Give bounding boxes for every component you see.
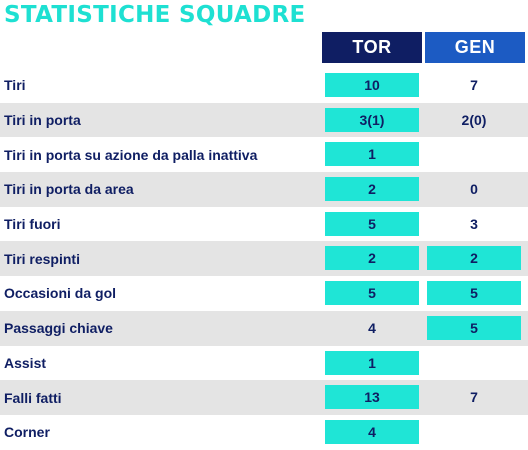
stat-value-tor: 3(1) [325, 107, 419, 132]
table-row: Tiri respinti 2 2 [0, 241, 528, 277]
stat-value-tor: 5 [325, 211, 419, 236]
stat-value-gen: 7 [470, 389, 478, 406]
stat-value-tor: 4 [368, 319, 376, 336]
stat-value-gen: 5 [427, 315, 521, 340]
table-row: Tiri 10 7 [0, 68, 528, 103]
stat-label: Tiri respinti [4, 250, 80, 267]
stat-value-tor: 13 [325, 385, 419, 410]
stat-value-tor: 2 [325, 177, 419, 202]
stat-value-gen: 2 [427, 246, 521, 271]
stat-label: Tiri fuori [4, 216, 61, 233]
stat-label: Tiri in porta su azione da palla inattiv… [4, 146, 258, 163]
stat-label: Assist [4, 354, 47, 371]
table-row: Passaggi chiave 4 5 [0, 310, 528, 346]
table-row: Tiri in porta su azione da palla inattiv… [0, 137, 528, 172]
stat-value-gen: 3 [470, 215, 478, 232]
stat-label: Tiri [4, 77, 26, 94]
team-header-tor: TOR [322, 32, 422, 63]
stat-value-tor: 10 [325, 73, 419, 97]
stat-value-gen: 7 [470, 77, 478, 93]
stat-value-tor: 5 [325, 281, 419, 306]
stat-value-tor: 2 [325, 246, 419, 271]
stat-value-gen [427, 420, 521, 444]
stats-table: Tiri 10 7 Tiri in porta 3(1) 2(0) Tiri in port… [0, 68, 528, 450]
table-row: Assist 1 [0, 346, 528, 381]
stat-label: Occasioni da gol [4, 285, 117, 302]
stat-value-tor: 1 [325, 142, 419, 167]
stat-label: Tiri in porta da area [4, 181, 134, 198]
table-row: Corner 4 [0, 415, 528, 450]
stat-value-tor: 1 [325, 350, 419, 375]
stat-label: Falli fatti [4, 389, 62, 406]
stat-value-gen: 5 [427, 281, 521, 306]
team-header-gen: GEN [425, 32, 525, 63]
stat-value-tor: 4 [325, 419, 419, 444]
stat-value-gen [427, 142, 521, 166]
table-row: Occasioni da gol 5 5 [0, 276, 528, 311]
stat-label: Corner [4, 424, 50, 441]
table-row: Tiri fuori 5 3 [0, 207, 528, 242]
stat-label: Passaggi chiave [4, 320, 113, 337]
page-title: STATISTICHE SQUADRE [4, 2, 306, 28]
stat-value-gen: 0 [470, 181, 478, 198]
table-row: Falli fatti 13 7 [0, 380, 528, 415]
stat-value-gen: 2(0) [461, 111, 487, 128]
stat-value-gen [427, 351, 521, 375]
stat-label: Tiri in porta [4, 112, 81, 129]
table-row: Tiri in porta da area 2 0 [0, 172, 528, 207]
table-row: Tiri in porta 3(1) 2(0) [0, 102, 528, 138]
